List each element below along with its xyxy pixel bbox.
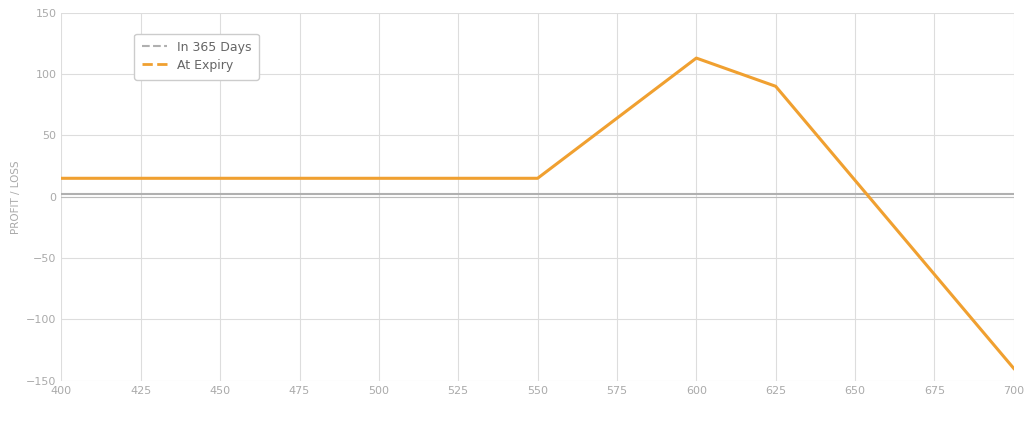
Legend: In 365 Days, At Expiry: In 365 Days, At Expiry — [134, 34, 259, 80]
Y-axis label: PROFIT / LOSS: PROFIT / LOSS — [10, 160, 20, 233]
